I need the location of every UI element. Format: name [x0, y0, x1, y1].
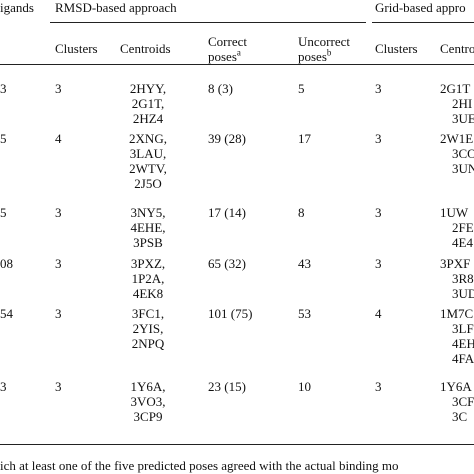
- cell: 3VO3,: [130, 394, 166, 409]
- cell: 1Y6A: [440, 379, 472, 394]
- cell: 23 (15): [208, 379, 246, 394]
- column-header: Centroids: [120, 41, 171, 56]
- cell: 3: [375, 131, 382, 146]
- bottom-rule: [0, 444, 474, 445]
- cell: 3: [0, 379, 7, 394]
- column-header: Clusters: [375, 41, 418, 56]
- cell: 3: [55, 205, 62, 220]
- cell: 2J5O: [134, 176, 162, 191]
- cell: 4E4: [452, 235, 473, 250]
- cell: 2WTV,: [129, 161, 167, 176]
- cell: 3UN: [452, 161, 474, 176]
- cell: 5: [0, 131, 7, 146]
- cell: 4: [375, 306, 382, 321]
- cell: 3FC1,: [131, 306, 165, 321]
- column-header: posesa: [208, 47, 241, 64]
- cell: 3PXF: [440, 256, 471, 271]
- cell: 4: [55, 131, 62, 146]
- cell: 2G1T: [440, 81, 471, 96]
- cell: 8: [298, 205, 305, 220]
- cell: 2HZ4: [132, 111, 164, 126]
- cell: 2NPQ: [131, 336, 165, 351]
- footnote-mark: a: [236, 47, 241, 58]
- cell: 1P2A,: [131, 271, 165, 286]
- cell: 4EK8: [132, 286, 164, 301]
- cell: 2FE: [452, 220, 474, 235]
- cell: 2XNG,: [129, 131, 167, 146]
- cell: 3NY5,: [130, 205, 166, 220]
- group-header: igands: [0, 0, 34, 15]
- column-header: Uncorrect: [298, 34, 350, 49]
- cell: 1M7C: [440, 306, 474, 321]
- cell: 3CO: [452, 146, 474, 161]
- cell: 10: [298, 379, 311, 394]
- cell: 3: [375, 256, 382, 271]
- cell: 3UD: [452, 286, 474, 301]
- cell: 3PSB: [133, 235, 163, 250]
- cell: 3C: [452, 409, 468, 424]
- column-header: Correct: [208, 34, 247, 49]
- cell: 3: [55, 306, 62, 321]
- cell: 53: [298, 306, 311, 321]
- cell: 5: [298, 81, 305, 96]
- column-header: posesb: [298, 47, 332, 64]
- cell: 3LF: [452, 321, 474, 336]
- group-header: RMSD-based approach: [55, 0, 177, 15]
- cell: 2G1T,: [131, 96, 165, 111]
- cell: 2HYY,: [129, 81, 167, 96]
- cell: 3: [55, 256, 62, 271]
- header-rule: [0, 64, 474, 65]
- cell: 3: [55, 379, 62, 394]
- cell: 3R8: [452, 271, 474, 286]
- cell: 08: [0, 256, 13, 271]
- cell: 4FA: [452, 351, 474, 366]
- cell: 3CF: [452, 394, 474, 409]
- cell: 3: [55, 81, 62, 96]
- column-header: Clusters: [55, 41, 98, 56]
- cell: 3: [0, 81, 7, 96]
- footnote: ich at least one of the five predicted p…: [0, 458, 399, 473]
- cell: 3PXZ,: [130, 256, 166, 271]
- cell: 3: [375, 379, 382, 394]
- cell: 2HI: [452, 96, 473, 111]
- cell: 3CP9: [133, 409, 163, 424]
- cell: 17: [298, 131, 311, 146]
- cell: 3LAU,: [129, 146, 167, 161]
- cell: 3: [375, 205, 382, 220]
- cell: 4EHE,: [130, 220, 166, 235]
- cell: 8 (3): [208, 81, 233, 96]
- cell: 1Y6A,: [130, 379, 166, 394]
- cell: 2YIS,: [132, 321, 164, 336]
- cell: 4EH: [452, 336, 474, 351]
- cell: 39 (28): [208, 131, 246, 146]
- cell: 43: [298, 256, 311, 271]
- group-rule: [50, 22, 366, 23]
- cell: 3: [375, 81, 382, 96]
- cell: 54: [0, 306, 13, 321]
- cell: 17 (14): [208, 205, 246, 220]
- cell: 101 (75): [208, 306, 253, 321]
- cell: 5: [0, 205, 7, 220]
- cell: 3UE: [452, 111, 474, 126]
- column-header: Centroi: [440, 41, 474, 56]
- cell: 65 (32): [208, 256, 246, 271]
- group-rule: [372, 22, 474, 23]
- group-header: Grid-based appro: [375, 0, 466, 15]
- footnote-mark: b: [326, 47, 332, 58]
- cell: 1UW: [440, 205, 469, 220]
- cell: 2W1E: [440, 131, 474, 146]
